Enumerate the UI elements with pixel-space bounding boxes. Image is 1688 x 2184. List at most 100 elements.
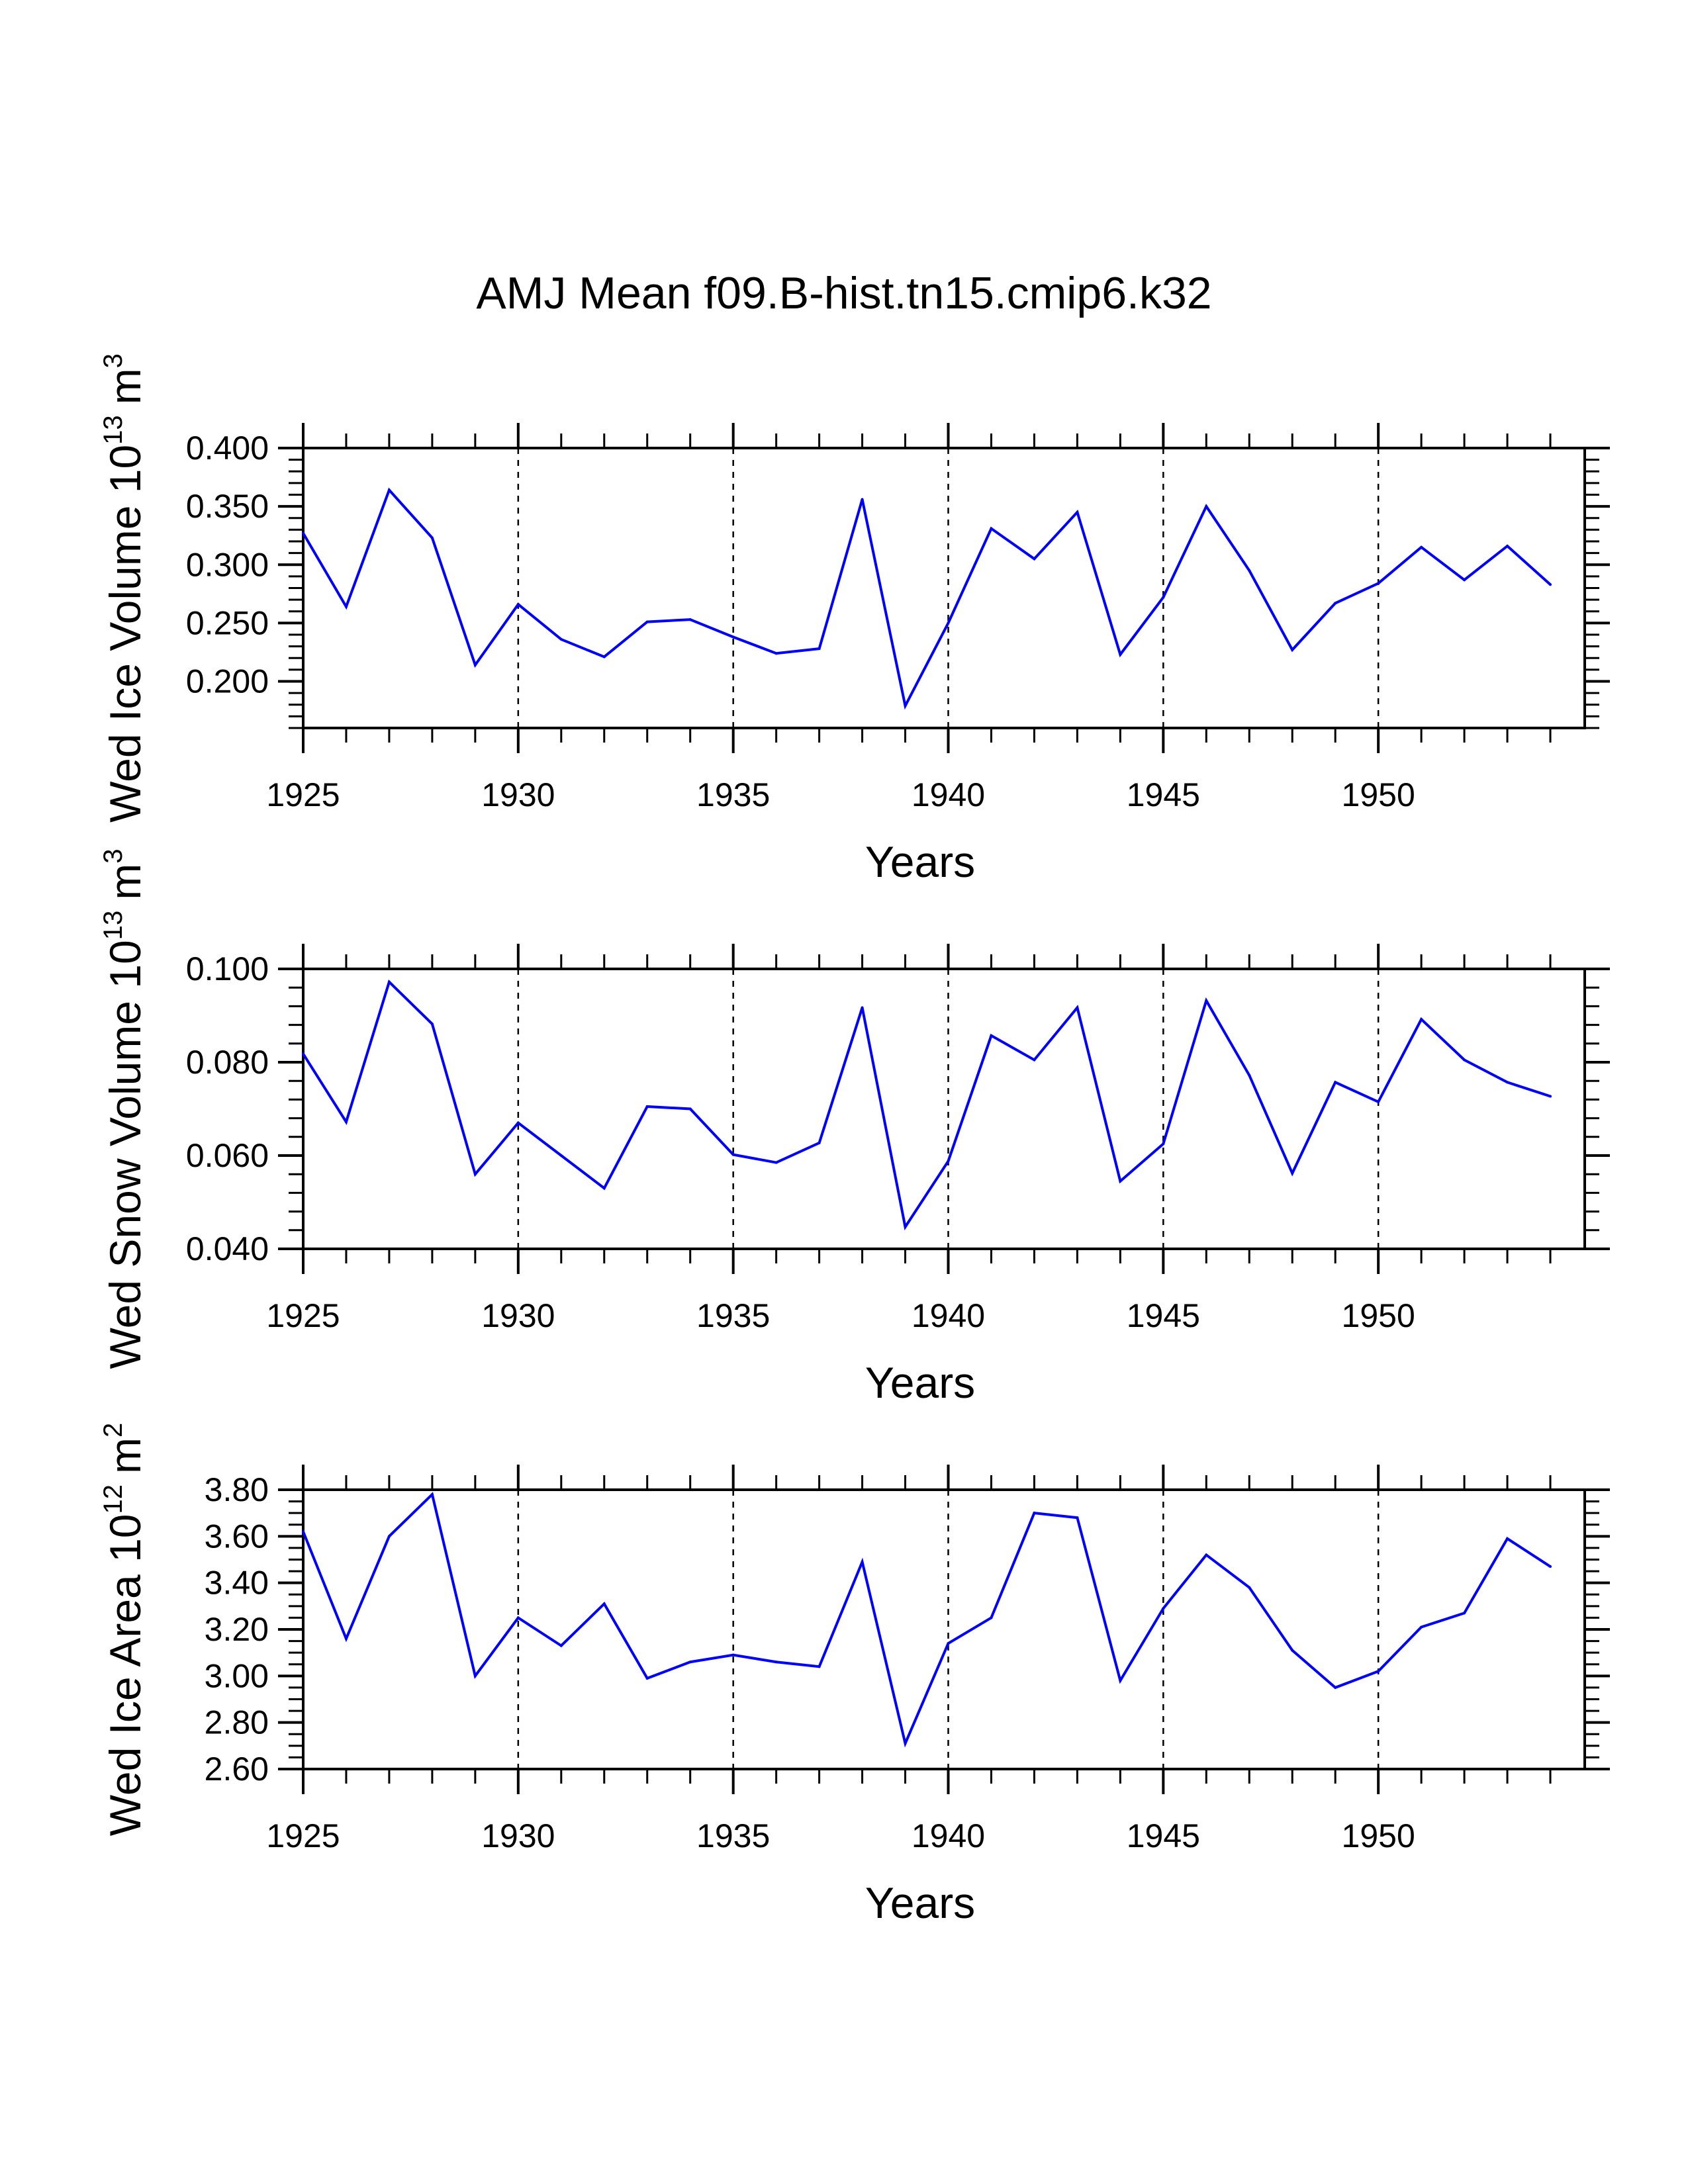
data-point xyxy=(947,1160,950,1163)
data-point xyxy=(1463,1058,1466,1062)
data-point xyxy=(1377,582,1380,585)
y-axis-title: Wed Ice Volume 1013 m3 xyxy=(99,353,150,823)
chart-panel-3: 1925 1930 1935 1940 1945 1950 2.60 2.80 3.00 3.20… xyxy=(99,1423,1610,1927)
data-point xyxy=(387,488,391,492)
data-point xyxy=(1377,1100,1380,1103)
data-point xyxy=(1506,1081,1509,1084)
data-point xyxy=(1463,578,1466,582)
data-point xyxy=(1076,1006,1079,1009)
series-line xyxy=(302,487,1552,710)
y-tick-label: 2.60 xyxy=(205,1751,269,1788)
data-point xyxy=(1420,1018,1423,1021)
y-tick-label: 0.080 xyxy=(186,1044,269,1081)
chart-panel-1: 1925 1930 1935 1940 1945 1950 0.200 0.250 0.300 0… xyxy=(99,353,1610,886)
data-point xyxy=(559,1154,563,1157)
data-point xyxy=(1162,596,1165,599)
y-tick-label: 0.350 xyxy=(186,488,269,525)
x-tick-label: 1940 xyxy=(912,776,985,813)
x-tick-label: 1940 xyxy=(912,1817,985,1854)
x-tick-label: 1940 xyxy=(912,1297,985,1334)
data-point xyxy=(818,647,821,651)
data-point xyxy=(473,1173,477,1176)
data-point xyxy=(1420,1625,1423,1629)
data-point xyxy=(559,1644,563,1647)
y-tick-label: 0.250 xyxy=(186,604,269,641)
x-tick-label: 1925 xyxy=(266,776,340,813)
data-point xyxy=(516,603,520,606)
data-point xyxy=(818,1665,821,1668)
data-point xyxy=(344,1637,348,1641)
data-point xyxy=(1291,648,1294,651)
y-tick-label: 2.80 xyxy=(205,1704,269,1741)
data-point xyxy=(1076,510,1079,514)
y-axis-title-ylabel-exponent: 13 xyxy=(99,911,128,940)
data-point xyxy=(731,1153,735,1156)
y-tick-label: 3.20 xyxy=(205,1611,269,1648)
data-point xyxy=(302,1052,305,1056)
x-tick-label: 1945 xyxy=(1127,776,1200,813)
data-point xyxy=(774,1661,778,1664)
x-tick-label: 1945 xyxy=(1127,1297,1200,1334)
data-point xyxy=(645,620,649,623)
y-axis-title-ylabel: Wed Ice Area 10 xyxy=(101,1514,150,1836)
x-axis-title: Years xyxy=(865,1878,975,1927)
chart-panels: 1925 1930 1935 1940 1945 1950 0.200 0.250 0.300 0… xyxy=(99,353,1610,1927)
data-point xyxy=(430,536,434,539)
data-point xyxy=(430,1023,434,1026)
y-axis-title-ylabel-unit: m xyxy=(101,1437,150,1474)
data-point xyxy=(861,498,864,501)
data-point xyxy=(1463,1612,1466,1615)
y-tick-label: 0.300 xyxy=(186,546,269,583)
plot-frame xyxy=(302,968,1586,1250)
data-point xyxy=(645,1105,649,1108)
y-tick-label: 0.040 xyxy=(186,1230,269,1267)
data-point xyxy=(1549,583,1552,586)
x-tick-label: 1925 xyxy=(266,1297,340,1334)
data-point xyxy=(1205,505,1208,508)
y-tick-label: 3.40 xyxy=(205,1565,269,1602)
data-point xyxy=(1033,557,1036,561)
y-axis-title-ylabel-unit: m xyxy=(101,368,150,404)
data-point xyxy=(602,1602,606,1606)
y-tick-label: 3.80 xyxy=(205,1471,269,1508)
data-point xyxy=(1549,1095,1552,1098)
y-axis-title-ylabel: Wed Snow Volume 10 xyxy=(101,940,150,1369)
y-axis-title-ylabel: Wed Ice Volume 10 xyxy=(101,445,150,823)
data-point xyxy=(602,655,606,659)
y-tick-label: 3.00 xyxy=(205,1657,269,1694)
series-line xyxy=(302,979,1551,1231)
data-point xyxy=(731,1653,735,1657)
x-tick-label: 1950 xyxy=(1342,1817,1415,1854)
data-point xyxy=(947,1642,950,1645)
data-point xyxy=(990,1034,993,1037)
data-point xyxy=(1205,1553,1208,1557)
x-tick-label: 1935 xyxy=(696,776,770,813)
x-tick-label: 1925 xyxy=(266,1817,340,1854)
data-point xyxy=(1033,1512,1036,1515)
series-line xyxy=(302,1492,1552,1748)
x-tick-label: 1950 xyxy=(1342,1297,1415,1334)
y-tick-label: 0.100 xyxy=(186,950,269,987)
y-axis-title-ylabel-unit-exponent: 3 xyxy=(99,353,128,368)
data-point xyxy=(774,1161,778,1164)
y-axis-title-ylabel-unit: m xyxy=(101,864,150,900)
data-point xyxy=(1162,1142,1165,1146)
data-point xyxy=(473,663,477,666)
y-axis-title-ylabel-unit-exponent: 3 xyxy=(99,849,128,864)
x-tick-label: 1930 xyxy=(481,776,555,813)
data-point xyxy=(1119,1179,1122,1183)
data-point xyxy=(645,1676,649,1680)
x-tick-label: 1935 xyxy=(696,1817,770,1854)
y-axis-title: Wed Snow Volume 1013 m3 xyxy=(99,849,150,1369)
data-point xyxy=(1334,1081,1337,1084)
x-axis-title: Years xyxy=(865,837,975,886)
data-point xyxy=(990,1616,993,1619)
x-axis-title: Years xyxy=(865,1358,975,1407)
data-point xyxy=(1377,1670,1380,1673)
x-tick-label: 1930 xyxy=(481,1817,555,1854)
x-tick-label: 1945 xyxy=(1127,1817,1200,1854)
data-point xyxy=(1248,1073,1251,1077)
data-point xyxy=(430,1493,434,1496)
